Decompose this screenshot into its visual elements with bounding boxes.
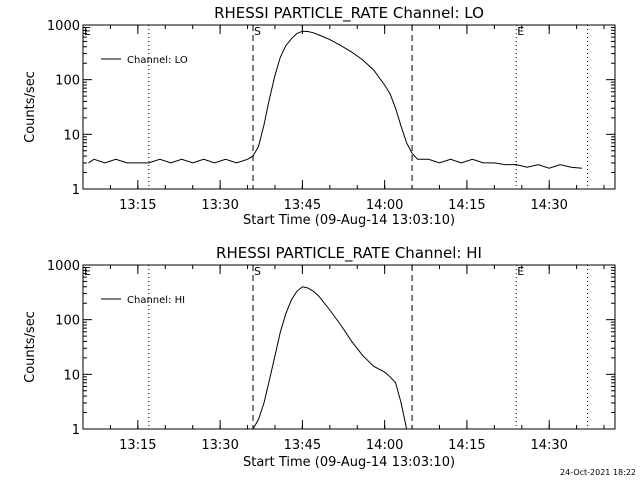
x-tick-label: 13:30 <box>201 198 238 213</box>
marker-label: E <box>517 265 524 278</box>
x-axis-label: Start Time (09-Aug-14 13:03:10) <box>243 213 455 228</box>
y-tick-label: 1000 <box>47 259 80 274</box>
plot-frame <box>82 24 616 190</box>
chart-title: RHESSI PARTICLE_RATE Channel: LO <box>214 4 484 23</box>
x-tick-label: 13:30 <box>201 438 238 453</box>
marker-label: S <box>254 25 261 38</box>
panel-hi: RHESSI PARTICLE_RATE Channel: HI Counts/s… <box>23 244 616 470</box>
x-tick-label: 14:30 <box>530 438 567 453</box>
y-axis-label: Counts/sec <box>23 311 38 383</box>
x-tick-label: 14:00 <box>366 198 403 213</box>
x-tick-label: 14:00 <box>366 438 403 453</box>
y-tick-label: 1 <box>72 423 80 438</box>
y-tick-label: 10 <box>63 368 80 383</box>
y-tick-label: 1 <box>72 183 80 198</box>
marker-label: S <box>254 265 261 278</box>
x-tick-label: 13:15 <box>119 438 156 453</box>
marker-label: E <box>84 265 91 278</box>
y-tick-label: 10 <box>63 128 80 143</box>
x-tick-label: 13:15 <box>119 198 156 213</box>
y-tick-label: 100 <box>55 74 80 89</box>
x-tick-label: 13:45 <box>284 438 321 453</box>
legend-label: Channel: HI <box>127 295 185 306</box>
plot-frame <box>82 264 616 430</box>
series-line <box>252 286 408 430</box>
chart-title: RHESSI PARTICLE_RATE Channel: HI <box>216 244 482 263</box>
x-tick-label: 14:30 <box>530 198 567 213</box>
marker-label: E <box>517 25 524 38</box>
x-tick-label: 14:15 <box>448 438 485 453</box>
legend-label: Channel: LO <box>127 55 188 66</box>
marker-label: E <box>84 25 91 38</box>
x-tick-label: 13:45 <box>284 198 321 213</box>
y-axis-label: Counts/sec <box>23 71 38 143</box>
y-tick-label: 1000 <box>47 19 80 34</box>
x-axis-label: Start Time (09-Aug-14 13:03:10) <box>243 455 455 470</box>
footer-timestamp: 24-Oct-2021 18:22 <box>560 468 636 477</box>
x-tick-label: 14:15 <box>448 198 485 213</box>
y-tick-label: 100 <box>55 314 80 329</box>
series-line <box>88 30 583 169</box>
panel-lo: RHESSI PARTICLE_RATE Channel: LO Counts/s… <box>23 4 616 228</box>
